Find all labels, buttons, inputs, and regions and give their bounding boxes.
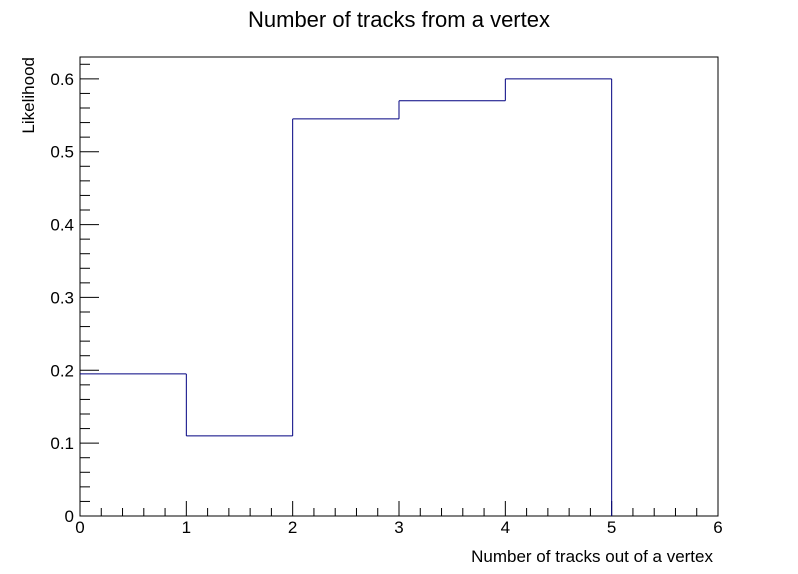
x-tick-label: 6 bbox=[713, 518, 722, 537]
y-tick-label: 0.6 bbox=[50, 70, 74, 89]
x-tick-label: 0 bbox=[75, 518, 84, 537]
x-tick-label: 5 bbox=[607, 518, 616, 537]
x-tick-label: 1 bbox=[182, 518, 191, 537]
plot-frame bbox=[79, 56, 719, 517]
y-axis-ticks bbox=[80, 63, 99, 517]
x-axis-tick-labels: 0 1 2 3 4 5 6 bbox=[75, 518, 722, 537]
x-tick-label: 2 bbox=[288, 518, 297, 537]
x-axis-ticks bbox=[79, 501, 719, 516]
y-tick-label: 0 bbox=[65, 507, 74, 526]
y-tick-label: 0.5 bbox=[50, 143, 74, 162]
x-tick-label: 4 bbox=[501, 518, 510, 537]
x-tick-label: 3 bbox=[394, 518, 403, 537]
y-tick-label: 0.2 bbox=[50, 361, 74, 380]
chart-title: Number of tracks from a vertex bbox=[248, 7, 550, 32]
y-axis-label: Likelihood bbox=[19, 57, 38, 134]
y-axis-tick-labels: 0 0.1 0.2 0.3 0.4 0.5 0.6 bbox=[50, 70, 74, 526]
x-axis-label: Number of tracks out of a vertex bbox=[471, 547, 713, 566]
histogram-bins bbox=[80, 78, 613, 516]
y-tick-label: 0.3 bbox=[50, 288, 74, 307]
y-tick-label: 0.4 bbox=[50, 216, 74, 235]
y-tick-label: 0.1 bbox=[50, 434, 74, 453]
